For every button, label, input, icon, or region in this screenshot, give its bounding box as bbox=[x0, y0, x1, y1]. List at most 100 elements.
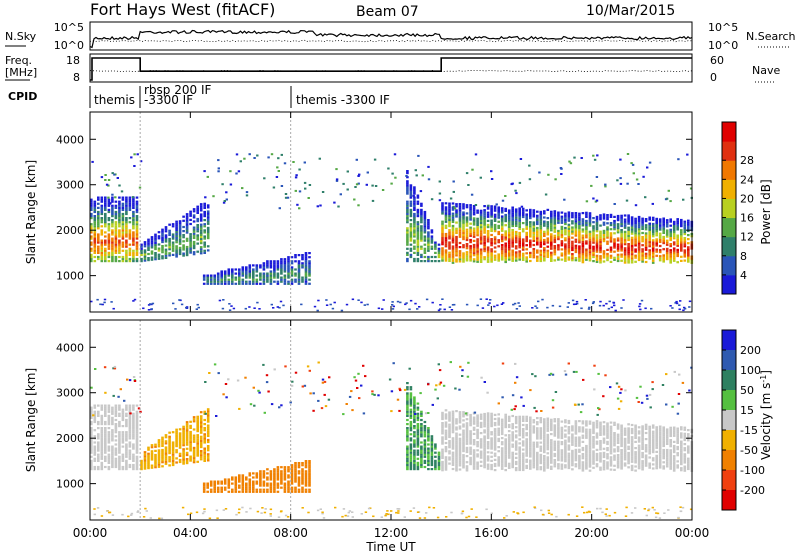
echo-cell bbox=[287, 266, 290, 269]
echo-cell bbox=[278, 306, 281, 309]
echo-cell bbox=[493, 448, 497, 451]
echo-cell bbox=[128, 206, 132, 209]
echo-cell bbox=[360, 301, 363, 304]
echo-cell bbox=[531, 307, 534, 309]
echo-cell bbox=[409, 196, 413, 199]
echo-cell bbox=[557, 440, 560, 443]
echo-cell bbox=[592, 247, 595, 250]
echo-cell bbox=[121, 457, 125, 460]
echo-cell bbox=[416, 416, 420, 419]
echo-cell bbox=[175, 434, 178, 437]
echo-cell bbox=[135, 465, 139, 469]
echo-cell bbox=[161, 450, 164, 454]
echo-cell bbox=[161, 228, 164, 231]
echo-cell bbox=[539, 214, 543, 218]
echo-cell bbox=[132, 260, 135, 263]
echo-cell bbox=[97, 257, 100, 261]
echo-cell bbox=[93, 251, 97, 254]
echo-cell bbox=[423, 215, 427, 218]
echo-cell bbox=[507, 415, 511, 418]
echo-cell bbox=[135, 437, 139, 440]
echo-cell bbox=[518, 217, 521, 220]
echo-cell bbox=[490, 170, 493, 173]
echo-cell bbox=[192, 232, 196, 235]
echo-cell bbox=[276, 264, 280, 267]
echo-cell bbox=[444, 468, 448, 471]
echo-cell bbox=[444, 239, 448, 242]
echo-cell bbox=[241, 484, 245, 487]
echo-cell bbox=[423, 249, 427, 252]
echo-cell bbox=[135, 461, 139, 464]
echo-cell bbox=[147, 257, 150, 260]
echo-cell bbox=[132, 233, 135, 236]
echo-cell bbox=[93, 468, 97, 471]
echo-cell bbox=[111, 212, 114, 216]
echo-cell bbox=[448, 208, 451, 211]
echo-cell bbox=[483, 449, 486, 452]
echo-cell bbox=[634, 204, 638, 207]
echo-cell bbox=[90, 235, 93, 238]
echo-cell bbox=[104, 435, 107, 438]
echo-cell bbox=[420, 253, 423, 256]
echo-cell bbox=[185, 306, 188, 309]
echo-cell bbox=[514, 253, 518, 256]
echo-cell bbox=[420, 247, 423, 250]
echo-cell bbox=[525, 223, 528, 226]
echo-cell bbox=[164, 226, 168, 229]
echo-cell bbox=[557, 424, 560, 427]
echo-cell bbox=[486, 441, 490, 444]
echo-cell bbox=[539, 455, 543, 459]
echo-cell bbox=[409, 455, 413, 458]
echo-cell bbox=[529, 416, 532, 419]
echo-cell bbox=[161, 444, 164, 447]
echo-cell bbox=[507, 215, 511, 218]
echo-cell bbox=[455, 227, 458, 230]
echo-cell bbox=[423, 212, 427, 216]
echo-cell bbox=[279, 300, 283, 303]
echo-cell bbox=[532, 453, 536, 457]
echo-cell bbox=[114, 431, 118, 434]
echo-cell bbox=[199, 252, 203, 255]
echo-cell bbox=[301, 276, 304, 279]
echo-cell bbox=[90, 420, 93, 424]
echo-cell bbox=[185, 437, 189, 440]
echo-cell bbox=[441, 232, 444, 236]
echo-cell bbox=[511, 224, 514, 228]
echo-cell bbox=[632, 172, 635, 175]
echo-cell bbox=[448, 440, 451, 443]
echo-cell bbox=[308, 484, 311, 487]
echo-cell bbox=[648, 228, 651, 231]
echo-cell bbox=[266, 278, 269, 281]
echo-cell bbox=[497, 460, 500, 463]
echo-cell bbox=[462, 450, 465, 453]
echo-cell bbox=[434, 251, 437, 254]
echo-cell bbox=[490, 215, 493, 218]
echo-cell bbox=[455, 205, 458, 208]
echo-cell bbox=[273, 468, 276, 471]
echo-cell bbox=[641, 227, 644, 230]
echo-cell bbox=[114, 249, 118, 252]
echo-cell bbox=[588, 306, 591, 309]
echo-cell bbox=[423, 449, 427, 452]
echo-cell bbox=[500, 250, 504, 253]
echo-cell bbox=[192, 226, 196, 229]
echo-cell bbox=[248, 490, 252, 493]
echo-cell bbox=[490, 463, 493, 467]
echo-cell bbox=[500, 229, 504, 232]
echo-cell bbox=[536, 237, 539, 240]
echo-cell bbox=[216, 276, 220, 279]
echo-cell bbox=[118, 215, 121, 218]
echo-cell bbox=[387, 167, 390, 170]
echo-cell bbox=[437, 309, 441, 312]
echo-cell bbox=[483, 250, 486, 253]
echo-cell bbox=[546, 419, 550, 422]
noise-panel: N.Sky 10^5 10^0 10^5 10^0 N.Search bbox=[5, 21, 796, 52]
echo-cell bbox=[536, 249, 539, 252]
echo-cell bbox=[662, 242, 665, 245]
echo-cell bbox=[413, 463, 416, 467]
echo-cell bbox=[135, 457, 139, 460]
echo-cell bbox=[437, 455, 441, 458]
echo-cell bbox=[529, 441, 532, 444]
echo-cell bbox=[189, 449, 192, 452]
echo-cell bbox=[202, 484, 206, 487]
